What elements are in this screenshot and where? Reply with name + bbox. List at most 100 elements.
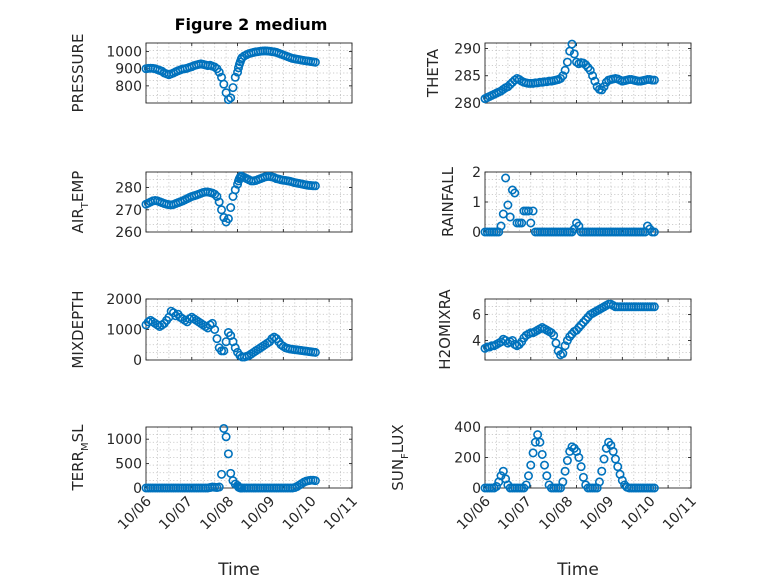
y-axis-label: TERRMSL <box>69 424 91 492</box>
data-point <box>210 62 220 72</box>
x-tick-label: 10/06 <box>115 493 155 533</box>
data-point <box>505 212 515 222</box>
data-point <box>498 466 508 476</box>
y-tick-label: 270 <box>115 203 142 219</box>
data-point <box>496 221 506 231</box>
data-point <box>558 349 568 359</box>
y-axis-label: RAINFALL <box>439 166 457 237</box>
x-tick-label: 10/09 <box>578 494 618 534</box>
y-tick-label: 800 <box>115 79 142 95</box>
data-point <box>310 347 320 357</box>
data-point <box>601 77 611 87</box>
data-point <box>219 423 229 433</box>
subplot-rainfall: 0 1 2 RAINFALL <box>439 165 692 241</box>
data-series <box>141 46 320 105</box>
data-point <box>217 469 227 479</box>
y-axis-label-rest: EMP <box>69 171 87 202</box>
data-point <box>546 328 556 338</box>
data-series <box>480 39 659 104</box>
data-point <box>565 332 575 342</box>
data-point <box>528 206 538 216</box>
data-series <box>480 173 659 237</box>
data-point <box>574 323 584 333</box>
axes-box <box>145 171 353 233</box>
data-point <box>510 188 520 198</box>
data-point <box>226 203 236 213</box>
data-point <box>585 65 595 75</box>
x-tick-label: 10/07 <box>156 494 196 534</box>
subplot-air-temp: 260 270 280 AIRTEMP <box>69 171 353 241</box>
y-axis-label-main: SUN <box>389 459 407 491</box>
y-tick-label: 2 <box>472 165 481 181</box>
data-point <box>526 460 536 470</box>
data-point <box>649 483 659 493</box>
data-point <box>560 65 570 75</box>
data-point <box>578 472 588 482</box>
data-point <box>221 432 231 442</box>
data-point <box>569 49 579 59</box>
data-point <box>521 480 531 490</box>
figure-title: Figure 2 medium <box>175 15 328 34</box>
data-point <box>214 482 224 492</box>
data-point <box>226 468 236 478</box>
x-tick-label: 10/08 <box>197 494 237 534</box>
data-point <box>533 430 543 440</box>
data-point <box>613 462 623 472</box>
y-axis-label: H2OMIXRA <box>436 289 454 370</box>
y-tick-label: 4 <box>472 334 481 350</box>
data-point <box>223 214 233 224</box>
data-point <box>219 346 229 356</box>
data-point <box>223 95 233 105</box>
data-point <box>528 448 538 458</box>
grid-lines <box>485 43 691 103</box>
data-point <box>649 302 659 312</box>
data-point <box>230 72 240 82</box>
y-tick-label: 260 <box>115 225 142 241</box>
data-point <box>212 334 222 344</box>
data-point <box>210 189 220 199</box>
subplot-terr-msl: 0 500 1000 10/06 10/07 10/08 10/09 10/10 10/11 Ti… <box>69 424 361 580</box>
y-tick-label: 400 <box>454 420 481 436</box>
grid-lines <box>485 172 691 232</box>
axes-box <box>145 426 353 489</box>
data-point <box>219 79 229 89</box>
y-tick-label: 2000 <box>106 292 142 308</box>
data-point <box>219 213 229 223</box>
data-point <box>310 181 320 191</box>
data-point <box>617 475 627 485</box>
data-point <box>567 39 577 49</box>
data-point <box>537 449 547 459</box>
x-tick-label: 10/10 <box>280 494 320 534</box>
y-tick-label: 285 <box>454 69 481 85</box>
data-point <box>530 437 540 447</box>
data-point <box>576 320 586 330</box>
y-axis-label: AIRTEMP <box>69 171 91 234</box>
data-point <box>572 325 582 335</box>
y-axis-label-subscript: F <box>400 453 411 459</box>
data-point <box>523 206 533 216</box>
data-point <box>501 173 511 183</box>
y-tick-label: 1000 <box>106 45 142 61</box>
x-axis-label: Time <box>217 560 260 580</box>
subplot-theta: 280 285 290 THETA <box>424 39 692 112</box>
x-tick-label: 10/10 <box>619 494 659 534</box>
data-point <box>560 341 570 351</box>
grid-lines <box>146 172 352 232</box>
data-point <box>214 197 224 207</box>
y-tick-label: 0 <box>133 481 142 497</box>
y-axis-label: SUNFLUX <box>389 424 411 490</box>
y-tick-label: 1 <box>472 195 481 211</box>
subplot-sun-flux: 0 200 400 10/06 10/07 10/08 10/09 10/10 10/11 Tim… <box>389 420 700 580</box>
data-point <box>214 67 224 77</box>
data-point <box>535 437 545 447</box>
y-axis-label-main: AIR <box>69 208 87 233</box>
data-point <box>310 57 320 67</box>
data-point <box>558 477 568 487</box>
data-point <box>590 76 600 86</box>
y-tick-label: 1000 <box>106 432 142 448</box>
data-point <box>542 471 552 481</box>
data-point <box>649 227 659 237</box>
data-series <box>141 423 320 493</box>
